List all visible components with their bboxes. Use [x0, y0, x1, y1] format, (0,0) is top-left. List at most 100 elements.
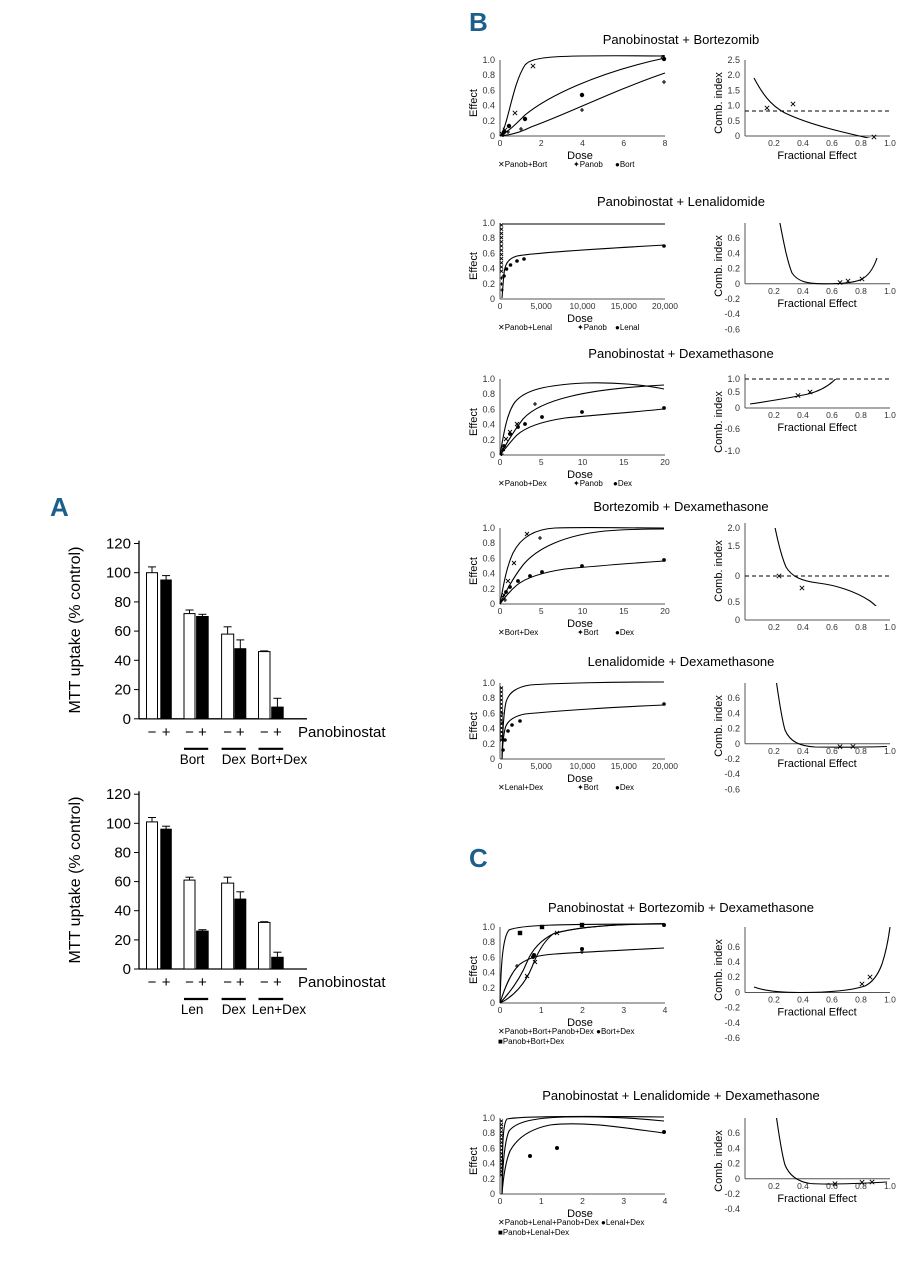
svg-text:100: 100	[106, 565, 131, 582]
svg-text:Dex: Dex	[222, 752, 246, 767]
svg-text:0.8: 0.8	[482, 389, 495, 399]
svg-text:10,000: 10,000	[570, 761, 596, 771]
svg-text:0: 0	[735, 571, 740, 581]
svg-text:0.6: 0.6	[826, 410, 838, 420]
svg-text:Fractional Effect: Fractional Effect	[777, 1193, 856, 1205]
svg-text:0.6: 0.6	[482, 85, 495, 95]
svg-text:Panobinostat: Panobinostat	[298, 724, 386, 741]
svg-text:20: 20	[660, 606, 670, 616]
svg-text:0.2: 0.2	[768, 138, 780, 148]
svg-text:1.5: 1.5	[727, 85, 740, 95]
svg-text:Effect: Effect	[468, 408, 480, 436]
svg-text:-0.4: -0.4	[724, 769, 740, 779]
svg-text:0.2: 0.2	[768, 995, 780, 1005]
svg-text:0: 0	[735, 403, 740, 413]
svg-text:0.2: 0.2	[482, 116, 495, 126]
svg-text:0: 0	[123, 711, 131, 728]
svg-text:0: 0	[490, 294, 495, 304]
svg-text:4: 4	[663, 1196, 668, 1206]
svg-text:1.0: 1.0	[884, 622, 896, 632]
svg-text:Comb. index: Comb. index	[713, 235, 725, 297]
svg-text:●Dex: ●Dex	[615, 628, 634, 637]
svg-text:1.0: 1.0	[727, 101, 740, 111]
svg-text:Comb. index: Comb. index	[713, 695, 725, 757]
svg-text:●Dex: ●Dex	[615, 783, 634, 792]
svg-text:0.8: 0.8	[482, 233, 495, 243]
svg-text:0.2: 0.2	[482, 435, 495, 445]
svg-text:0.4: 0.4	[727, 1143, 740, 1153]
svg-text:✦Panob: ✦Panob	[573, 479, 603, 488]
svg-text:0.6: 0.6	[482, 708, 495, 718]
svg-text:-0.6: -0.6	[724, 424, 740, 434]
svg-text:+: +	[198, 724, 207, 741]
svg-text:1.0: 1.0	[884, 138, 896, 148]
svg-text:0.4: 0.4	[727, 957, 740, 967]
svg-text:Fractional Effect: Fractional Effect	[777, 422, 856, 434]
svg-text:-0.4: -0.4	[724, 1018, 740, 1028]
svg-text:1.0: 1.0	[482, 218, 495, 228]
svg-text:✦Panob: ✦Panob	[577, 323, 607, 332]
svg-text:0.2: 0.2	[482, 1174, 495, 1184]
svg-text:Dex: Dex	[222, 1002, 246, 1017]
svg-text:120: 120	[106, 786, 131, 803]
svg-text:2.0: 2.0	[727, 70, 740, 80]
svg-text:−: −	[185, 974, 194, 991]
svg-text:0.4: 0.4	[482, 1159, 495, 1169]
svg-text:0: 0	[735, 739, 740, 749]
svg-text:0: 0	[490, 131, 495, 141]
svg-text:0.8: 0.8	[482, 937, 495, 947]
svg-text:0.4: 0.4	[727, 708, 740, 718]
svg-text:■Panob+Bort+Dex: ■Panob+Bort+Dex	[498, 1037, 564, 1046]
svg-text:15: 15	[619, 606, 629, 616]
svg-text:0.4: 0.4	[797, 746, 809, 756]
svg-text:0.2: 0.2	[482, 279, 495, 289]
svg-text:0: 0	[498, 1005, 503, 1015]
svg-text:-0.2: -0.2	[724, 1189, 740, 1199]
svg-text:Comb. index: Comb. index	[713, 540, 725, 602]
svg-text:✕Panob+Lenal: ✕Panob+Lenal	[498, 323, 552, 332]
svg-text:Fractional Effect: Fractional Effect	[777, 150, 856, 162]
svg-text:0.2: 0.2	[727, 264, 740, 274]
svg-text:40: 40	[114, 903, 131, 920]
svg-text:0.4: 0.4	[482, 264, 495, 274]
svg-text:0.6: 0.6	[727, 942, 740, 952]
svg-text:✕Bort+Dex: ✕Bort+Dex	[498, 628, 538, 637]
svg-text:-0.2: -0.2	[724, 1003, 740, 1013]
svg-text:Effect: Effect	[468, 1147, 480, 1175]
svg-text:15,000: 15,000	[611, 301, 637, 311]
svg-text:0.8: 0.8	[855, 622, 867, 632]
svg-text:0: 0	[735, 988, 740, 998]
svg-text:3: 3	[621, 1005, 626, 1015]
svg-text:15: 15	[619, 457, 629, 467]
svg-text:1.0: 1.0	[884, 286, 896, 296]
svg-text:0.8: 0.8	[855, 410, 867, 420]
svg-text:✕Panob+Bort: ✕Panob+Bort	[498, 160, 548, 169]
svg-text:0.4: 0.4	[482, 569, 495, 579]
svg-text:Fractional Effect: Fractional Effect	[777, 1007, 856, 1019]
svg-text:Effect: Effect	[468, 956, 480, 984]
svg-text:1.0: 1.0	[482, 678, 495, 688]
svg-text:0.2: 0.2	[768, 286, 780, 296]
svg-text:■Panob+Lenal+Dex: ■Panob+Lenal+Dex	[498, 1228, 569, 1237]
svg-text:60: 60	[114, 874, 131, 891]
svg-text:1.0: 1.0	[482, 523, 495, 533]
svg-text:1.0: 1.0	[482, 1113, 495, 1123]
svg-text:Len+Dex: Len+Dex	[252, 1002, 307, 1017]
svg-text:✕Lenal+Dex: ✕Lenal+Dex	[498, 783, 543, 792]
svg-text:0: 0	[498, 1196, 503, 1206]
svg-text:5,000: 5,000	[531, 301, 553, 311]
svg-text:0.4: 0.4	[482, 968, 495, 978]
svg-text:120: 120	[106, 536, 131, 553]
svg-text:✕Panob+Dex: ✕Panob+Dex	[498, 479, 547, 488]
svg-text:Len: Len	[181, 1002, 204, 1017]
svg-text:0.6: 0.6	[826, 995, 838, 1005]
svg-text:0: 0	[490, 1189, 495, 1199]
svg-text:0.6: 0.6	[482, 1143, 495, 1153]
svg-text:0.6: 0.6	[482, 404, 495, 414]
svg-text:0.6: 0.6	[826, 622, 838, 632]
svg-text:20,000: 20,000	[652, 301, 678, 311]
svg-text:10,000: 10,000	[570, 301, 596, 311]
svg-text:1.0: 1.0	[482, 922, 495, 932]
svg-text:0: 0	[735, 131, 740, 141]
svg-text:0.8: 0.8	[855, 138, 867, 148]
